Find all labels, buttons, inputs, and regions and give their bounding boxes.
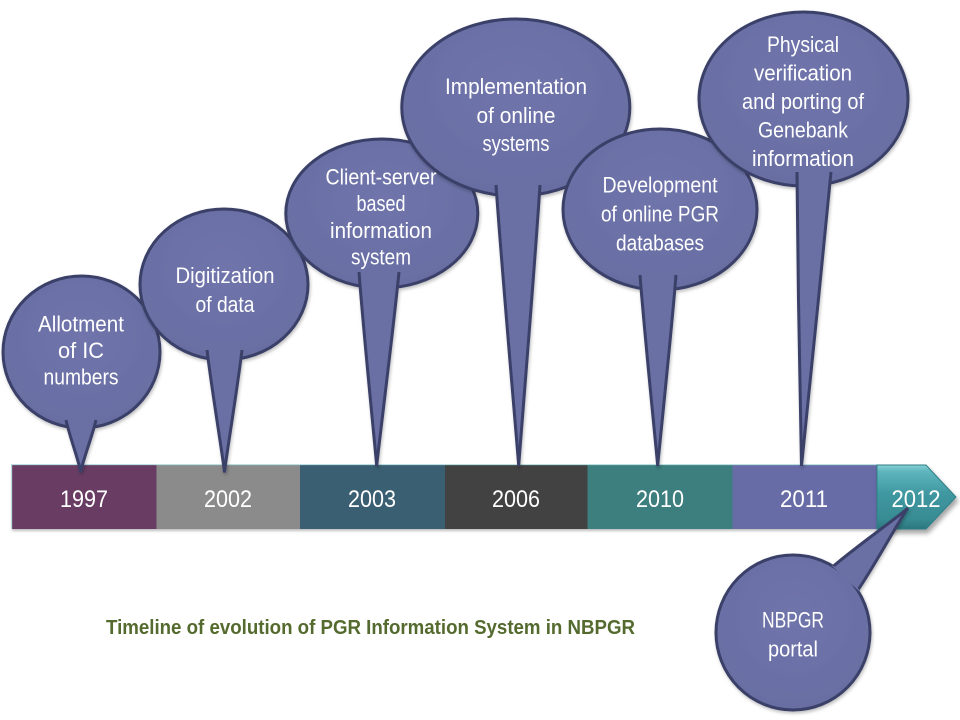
svg-text:2012: 2012 [892, 486, 941, 513]
svg-text:2011: 2011 [780, 486, 828, 513]
svg-text:Allotment: Allotment [38, 312, 124, 337]
svg-text:information: information [330, 218, 432, 243]
svg-text:2003: 2003 [348, 486, 396, 513]
svg-text:of data: of data [196, 292, 256, 317]
svg-text:numbers: numbers [44, 365, 119, 390]
svg-text:systems: systems [483, 131, 550, 156]
svg-text:information: information [752, 146, 854, 171]
svg-text:Client-server: Client-server [326, 165, 437, 190]
svg-text:of online: of online [477, 103, 556, 128]
svg-text:Timeline of evolution of PGR I: Timeline of evolution of PGR Information… [106, 617, 636, 639]
svg-text:Implementation: Implementation [445, 74, 587, 99]
svg-text:Genebank: Genebank [758, 118, 849, 143]
svg-text:portal: portal [768, 637, 818, 662]
svg-text:of online PGR: of online PGR [601, 202, 719, 227]
svg-text:based: based [357, 191, 406, 216]
svg-text:databases: databases [616, 231, 704, 256]
svg-text:verification: verification [754, 61, 852, 86]
svg-text:Physical: Physical [767, 32, 839, 57]
svg-text:NBPGR: NBPGR [762, 608, 824, 633]
svg-text:Development: Development [603, 173, 718, 198]
svg-text:and porting of: and porting of [742, 89, 865, 114]
svg-text:2002: 2002 [204, 486, 252, 513]
svg-text:1997: 1997 [60, 486, 108, 513]
svg-text:Digitization: Digitization [176, 263, 275, 288]
svg-text:of IC: of IC [58, 338, 104, 363]
svg-text:2006: 2006 [492, 486, 540, 513]
svg-text:system: system [351, 244, 411, 269]
svg-text:2010: 2010 [636, 486, 684, 513]
